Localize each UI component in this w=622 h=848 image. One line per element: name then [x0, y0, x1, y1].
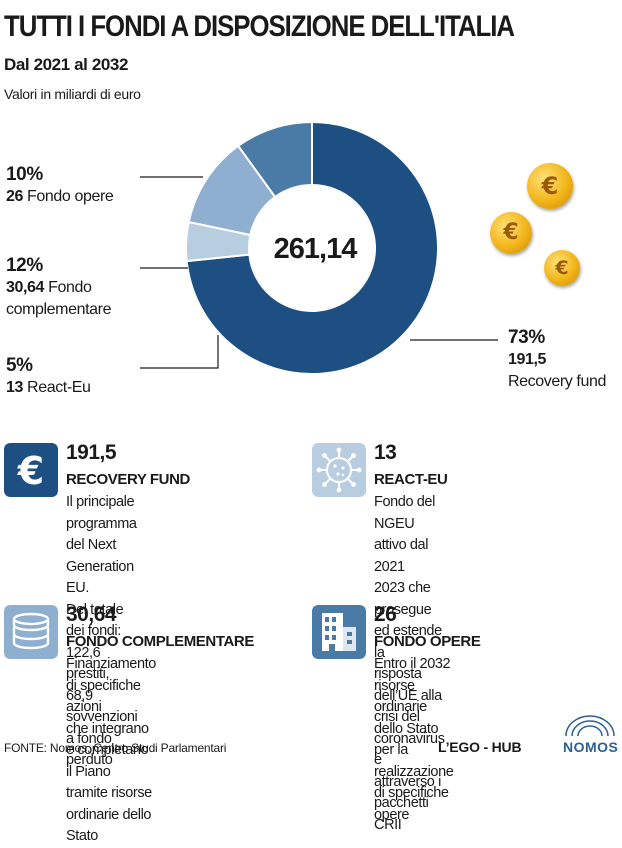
donut-total: 261,14 — [274, 233, 358, 265]
donut-chart: 261,14 — [140, 120, 498, 375]
label-react-value: 13 — [6, 379, 23, 396]
label-compl-percent: 12% — [6, 255, 43, 276]
label-react-percent: 5% — [6, 355, 33, 376]
leader-line-react — [140, 335, 219, 369]
brand-nomos: NOMOS — [563, 739, 619, 755]
euro-coin-icon: € — [544, 250, 580, 286]
donut-slice-fondo-opere — [236, 120, 313, 199]
card-recovery-number: 191,5 — [66, 441, 117, 464]
subtitle: Dal 2021 al 2032 — [4, 55, 129, 74]
label-react-name: React-Eu — [27, 379, 91, 396]
page-title: TUTTI I FONDI A DISPOSIZIONE DELL'ITALIA — [4, 10, 515, 43]
card-compl-number: 30,64 — [66, 603, 117, 626]
label-recovery-name: Recovery fund — [508, 373, 606, 390]
label-recovery-value: 191,5 — [508, 351, 547, 368]
card-recovery-name: RECOVERY FUND — [66, 471, 190, 488]
label-recovery-fund: 73% 191,5 Recovery fund — [508, 327, 606, 393]
donut-slice-recovery-fund — [185, 120, 439, 375]
card-react-number: 13 — [374, 441, 397, 464]
card-opere-number: 26 — [374, 603, 397, 626]
euro-coin-icon: € — [490, 212, 532, 254]
desc-line: tramite risorse ordinarie dello Stato — [66, 785, 152, 844]
source-note: FONTE: Nomos, Centro Studi Parlamentari — [4, 741, 227, 755]
label-opere-value: 26 — [6, 188, 23, 205]
unit-note: Valori in miliardi di euro — [4, 86, 141, 102]
desc-line: 2023 che prosegue ed estende la — [374, 580, 442, 661]
card-opere-name: FONDO OPERE — [374, 633, 481, 650]
desc-line: Del totale dei fondi: 122,6 prestiti, — [66, 601, 124, 683]
label-fondo-opere: 10% 26 Fondo opere — [6, 164, 114, 208]
svg-text:€: € — [17, 449, 44, 493]
euro-icon: € — [4, 443, 58, 497]
card-opere-desc: Entro il 2032 risorse ordinarie dello St… — [374, 654, 454, 826]
label-fondo-complementare: 12% 30,64 Fondo complementare — [6, 255, 111, 321]
label-compl-name2: complementare — [6, 301, 112, 318]
card-compl-name: FONDO COMPLEMENTARE — [66, 633, 254, 650]
desc-line: Entro il 2032 risorse ordinarie — [374, 656, 451, 715]
label-recovery-percent: 73% — [508, 327, 545, 348]
virus-icon — [312, 443, 366, 497]
card-recovery-desc: Il principale programma del Next Generat… — [66, 492, 138, 772]
building-icon — [312, 605, 366, 659]
label-compl-name1: Fondo — [48, 279, 92, 296]
card-react-name: REACT-EU — [374, 471, 448, 488]
coin-stack-icon — [4, 605, 58, 659]
label-opere-name: Fondo opere — [27, 188, 114, 205]
desc-line: Finanziamento di specifiche azioni — [66, 656, 156, 715]
label-opere-percent: 10% — [6, 164, 43, 185]
desc-line: risposta dell’UE alla crisi del — [374, 666, 442, 725]
label-react-eu: 5% 13 React-Eu — [6, 355, 91, 399]
label-compl-value: 30,64 — [6, 279, 45, 296]
nomos-logo-icon — [565, 715, 615, 737]
desc-line: di specifiche opere — [374, 785, 449, 823]
desc-line: Fondo del NGEU attivo dal 2021 — [374, 494, 435, 575]
euro-coin-icon: € — [527, 163, 573, 209]
desc-line: Il principale programma — [66, 494, 137, 532]
desc-line: del Next Generation EU. — [66, 537, 134, 596]
brand-ego-hub: L’EGO - HUB — [438, 739, 522, 755]
